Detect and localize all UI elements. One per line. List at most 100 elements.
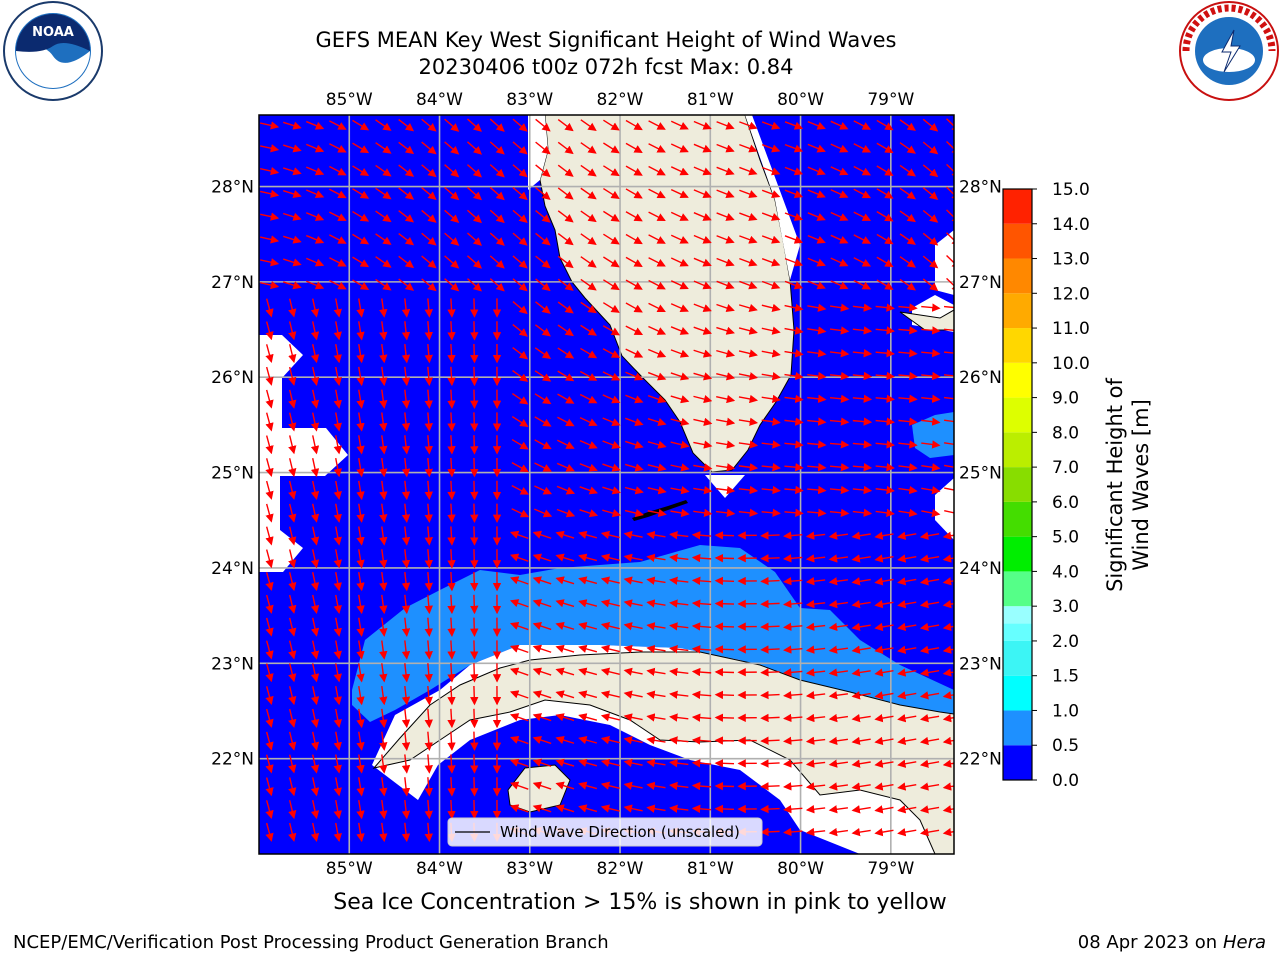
- wind-arrow: [625, 371, 644, 381]
- wind-arrow: [310, 321, 320, 341]
- wind-arrow: [602, 509, 622, 518]
- wind-arrow: [333, 458, 342, 478]
- wind-arrow: [898, 326, 918, 335]
- wind-arrow: [333, 822, 342, 843]
- wind-arrow: [356, 389, 365, 409]
- wind-arrow: [716, 326, 735, 335]
- wind-arrow: [600, 644, 620, 654]
- wind-arrow: [943, 328, 954, 331]
- wind-arrow: [489, 209, 505, 224]
- wind-arrow: [329, 143, 347, 153]
- wind-arrow: [852, 326, 873, 335]
- wind-arrow: [288, 389, 297, 409]
- wind-arrow: [265, 298, 274, 318]
- wind-arrow: [379, 663, 388, 683]
- wind-arrow: [646, 644, 666, 654]
- wind-arrow: [578, 622, 598, 631]
- wind-arrow: [557, 119, 574, 132]
- wind-arrow: [260, 212, 280, 221]
- wind-arrow: [761, 258, 781, 267]
- wind-arrow: [761, 349, 781, 358]
- wind-arrow: [580, 347, 598, 359]
- wind-arrow: [693, 440, 713, 449]
- wind-arrow: [716, 235, 735, 244]
- wind-arrow: [898, 417, 918, 426]
- wind-arrow: [535, 164, 551, 178]
- wind-arrow: [532, 599, 552, 608]
- lat-tick-label-left: 24°N: [211, 559, 254, 579]
- wind-arrow: [489, 164, 505, 178]
- wind-arrow: [875, 303, 895, 312]
- wind-arrow: [669, 599, 689, 608]
- wind-arrow: [874, 827, 894, 837]
- wind-arrow: [807, 462, 827, 472]
- wind-arrow: [625, 325, 644, 335]
- wind-arrow: [919, 805, 940, 814]
- wind-arrow: [739, 212, 758, 221]
- wind-arrow: [283, 258, 302, 267]
- lon-tick-label-top: 79°W: [867, 90, 914, 110]
- wind-arrow: [421, 278, 437, 292]
- wind-arrow: [693, 349, 713, 358]
- wind-arrow: [897, 554, 917, 563]
- wind-arrow: [625, 302, 643, 313]
- wind-arrow: [603, 279, 620, 291]
- wind-arrow: [828, 805, 849, 814]
- wind-arrow: [557, 416, 575, 427]
- wind-arrow: [646, 781, 666, 791]
- wind-arrow: [693, 417, 713, 426]
- wind-arrow: [946, 277, 954, 292]
- wind-arrow: [444, 118, 460, 132]
- lon-tick-label-top: 82°W: [597, 90, 644, 110]
- wind-arrow: [716, 166, 735, 176]
- wind-arrow: [874, 759, 894, 768]
- wind-arrow: [379, 594, 388, 615]
- wind-arrow: [265, 344, 274, 364]
- wind-arrow: [333, 731, 342, 751]
- wind-arrow: [691, 553, 712, 563]
- wind-arrow: [421, 232, 437, 246]
- wind-arrow: [557, 233, 574, 246]
- wind-arrow: [424, 822, 433, 843]
- wind-arrow: [333, 549, 342, 569]
- wind-arrow: [669, 736, 689, 745]
- wind-arrow: [265, 708, 274, 728]
- wind-arrow: [578, 758, 598, 767]
- wind-arrow: [401, 457, 411, 478]
- wind-arrow: [784, 121, 804, 130]
- wind-arrow: [874, 531, 894, 540]
- lat-tick-label-right: 25°N: [959, 464, 1002, 484]
- wind-arrow: [921, 463, 941, 472]
- wind-arrow: [897, 759, 917, 768]
- wind-arrow: [714, 645, 735, 654]
- wind-arrow: [807, 349, 827, 358]
- wind-arrow: [356, 686, 365, 706]
- wind-arrow: [942, 782, 954, 791]
- wind-arrow: [512, 118, 528, 132]
- wind-arrow: [356, 640, 365, 660]
- wind-arrow: [922, 164, 939, 178]
- wind-arrow: [288, 822, 297, 842]
- wind-arrow: [401, 480, 411, 501]
- wind-arrow: [578, 599, 598, 608]
- wind-arrow: [647, 486, 667, 495]
- wind-arrow: [352, 279, 370, 290]
- wind-arrow: [288, 344, 297, 364]
- no-data-area: [259, 476, 303, 572]
- wind-arrow: [379, 480, 388, 501]
- wind-arrow: [401, 617, 411, 637]
- wind-arrow: [265, 800, 274, 820]
- wind-arrow: [333, 480, 342, 501]
- wind-arrow: [899, 256, 916, 268]
- wind-arrow: [379, 708, 388, 729]
- wind-arrow: [512, 346, 529, 360]
- wind-arrow: [647, 440, 667, 449]
- wind-arrow: [807, 440, 827, 449]
- wind-arrow: [534, 462, 552, 472]
- wind-arrow: [899, 187, 916, 200]
- wind-arrow: [333, 344, 342, 364]
- wind-arrow: [329, 257, 347, 267]
- wind-arrow: [288, 754, 297, 774]
- wind-arrow: [288, 572, 297, 592]
